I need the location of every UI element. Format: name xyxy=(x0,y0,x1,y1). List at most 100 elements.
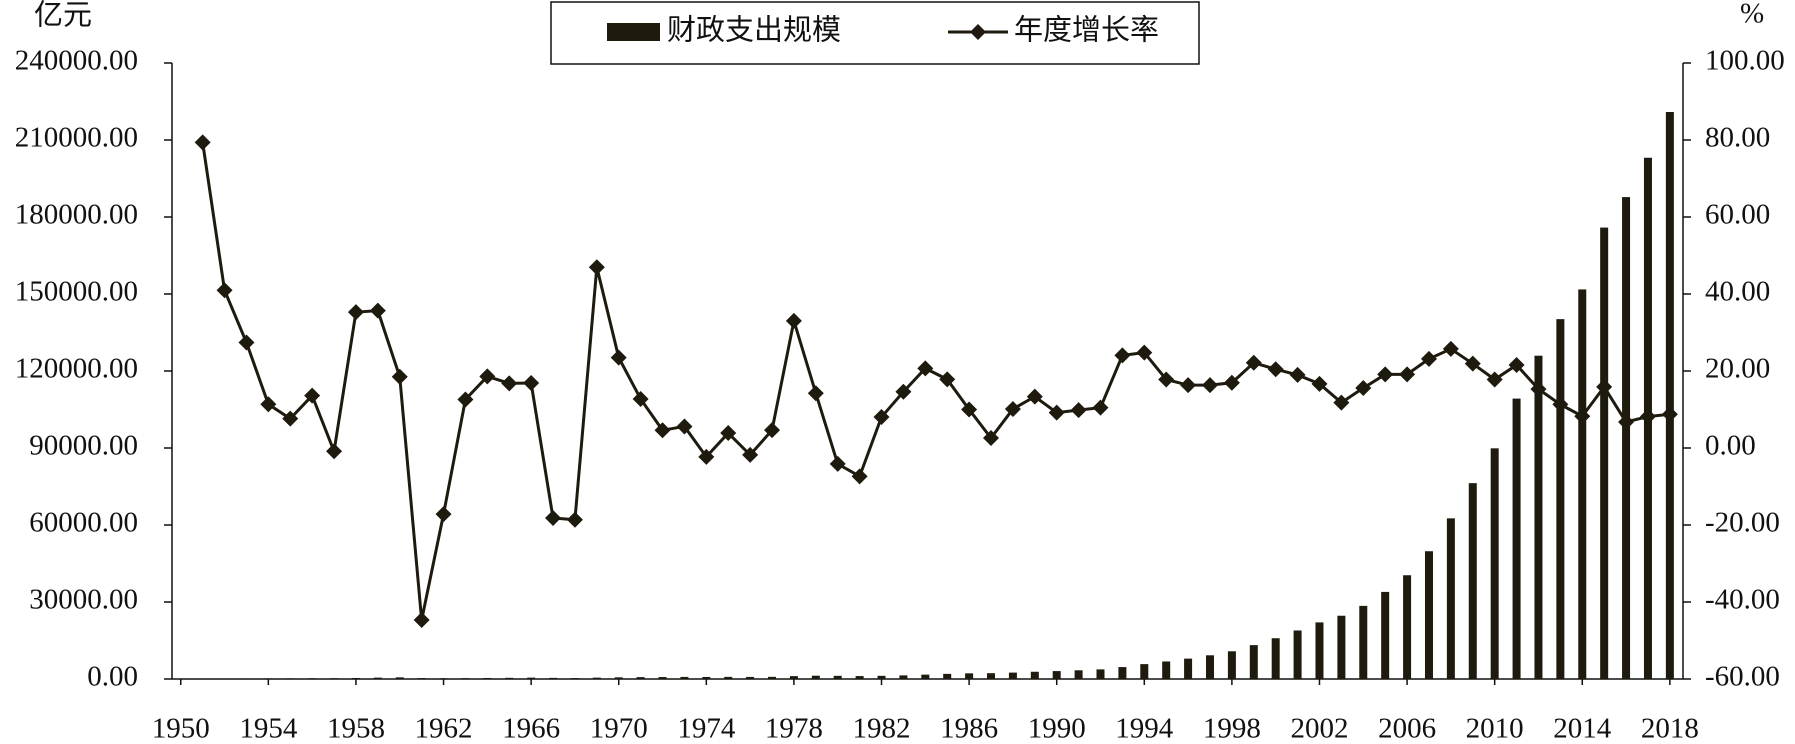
marker xyxy=(1639,408,1656,425)
bar xyxy=(680,676,689,679)
y2-tick-label: 20.00 xyxy=(1705,353,1770,385)
x-tick-label: 1966 xyxy=(502,713,560,744)
bar xyxy=(965,673,974,679)
marker xyxy=(304,387,321,404)
marker xyxy=(698,448,715,465)
x-tick-label: 2010 xyxy=(1466,713,1524,744)
bar xyxy=(658,677,667,679)
bar xyxy=(439,678,448,679)
bar xyxy=(1403,575,1412,679)
marker xyxy=(238,334,255,351)
y-tick-label: 60000.00 xyxy=(29,507,138,539)
x-tick-label: 1970 xyxy=(590,713,648,744)
bar xyxy=(636,677,645,679)
bar xyxy=(1074,670,1083,679)
bar xyxy=(1600,227,1609,679)
marker xyxy=(1399,366,1416,383)
bar xyxy=(330,678,339,679)
marker xyxy=(1048,404,1065,421)
marker xyxy=(369,302,386,319)
bar xyxy=(570,678,579,679)
y2-tick-label: 100.00 xyxy=(1705,45,1785,77)
marker xyxy=(1245,354,1262,371)
marker xyxy=(260,396,277,413)
marker xyxy=(1618,414,1635,431)
marker xyxy=(523,374,540,391)
marker xyxy=(983,429,1000,446)
bar xyxy=(1665,112,1674,679)
marker xyxy=(566,511,583,528)
legend-label: 财政支出规模 xyxy=(667,14,841,47)
bar xyxy=(1162,661,1171,679)
marker xyxy=(457,391,474,408)
bar xyxy=(1052,671,1061,679)
marker xyxy=(610,349,627,366)
marker xyxy=(282,410,299,427)
bar xyxy=(724,676,733,679)
bar xyxy=(1424,551,1433,679)
marker xyxy=(501,375,518,392)
marker xyxy=(545,510,562,527)
y-tick-label: 90000.00 xyxy=(29,430,138,462)
x-tick-label: 1990 xyxy=(1028,713,1086,744)
x-tick-label: 1950 xyxy=(152,713,210,744)
bar xyxy=(549,677,558,679)
bar xyxy=(1468,483,1477,679)
marker xyxy=(1596,378,1613,395)
bar xyxy=(702,676,711,679)
x-tick-label: 1994 xyxy=(1115,713,1174,744)
y-tick-label: 240000.00 xyxy=(15,45,138,77)
bar xyxy=(1293,630,1302,679)
bar xyxy=(1556,319,1565,679)
bar xyxy=(1118,667,1127,679)
marker xyxy=(1486,371,1503,388)
x-tick-label: 1982 xyxy=(853,713,911,744)
marker xyxy=(391,368,408,385)
bar xyxy=(1271,638,1280,679)
bar xyxy=(746,676,755,679)
y2-axis-label: % xyxy=(1740,0,1764,30)
bar xyxy=(527,677,536,679)
marker xyxy=(1026,388,1043,405)
marker xyxy=(829,455,846,472)
bar xyxy=(1184,658,1193,679)
bar xyxy=(1446,518,1455,679)
y-tick-label: 180000.00 xyxy=(15,199,138,231)
x-tick-label: 1954 xyxy=(239,713,298,744)
bar xyxy=(1096,669,1105,679)
marker xyxy=(807,385,824,402)
bar xyxy=(308,678,317,679)
bar xyxy=(1140,664,1149,679)
marker xyxy=(1223,374,1240,391)
bar xyxy=(286,678,295,679)
bar xyxy=(833,675,842,679)
marker xyxy=(676,418,693,435)
bar xyxy=(943,673,952,679)
bar xyxy=(1030,671,1039,679)
bar xyxy=(855,676,864,679)
bar xyxy=(614,677,623,679)
bar xyxy=(1359,605,1368,679)
bar xyxy=(1534,355,1543,679)
marker xyxy=(326,443,343,460)
bar xyxy=(1578,289,1587,679)
marker xyxy=(194,134,211,151)
legend-label: 年度增长率 xyxy=(1014,14,1159,47)
bar xyxy=(483,677,492,679)
marker xyxy=(216,282,233,299)
marker xyxy=(1180,377,1197,394)
y-tick-label: 30000.00 xyxy=(29,584,138,616)
bar xyxy=(505,677,514,679)
marker xyxy=(632,390,649,407)
bar xyxy=(373,677,382,679)
marker xyxy=(479,368,496,385)
marker xyxy=(1420,350,1437,367)
x-tick-label: 1962 xyxy=(415,713,473,744)
marker xyxy=(435,506,452,523)
bar xyxy=(899,675,908,679)
bar xyxy=(877,675,886,679)
marker xyxy=(654,422,671,439)
bar xyxy=(264,678,273,679)
bar xyxy=(351,677,360,679)
